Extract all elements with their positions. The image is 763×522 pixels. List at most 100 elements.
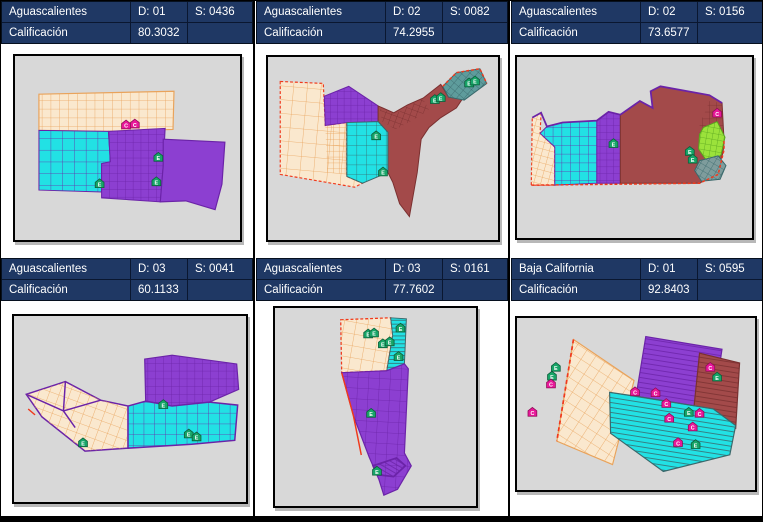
svg-text:E: E: [187, 433, 191, 439]
svg-text:E: E: [439, 96, 443, 102]
svg-text:E: E: [366, 333, 370, 339]
score-value: 77.7602: [386, 280, 442, 300]
svg-text:E: E: [81, 442, 85, 448]
score-label: Calificación: [2, 23, 130, 43]
svg-text:E: E: [433, 98, 437, 104]
score-value: 74.2955: [386, 23, 442, 43]
svg-text:C: C: [654, 391, 658, 397]
empty-cell: [698, 280, 762, 300]
panel-6: Baja California D: 01 S: 0595 Calificaci…: [511, 258, 763, 516]
svg-text:E: E: [374, 135, 378, 141]
svg-text:C: C: [691, 426, 695, 432]
score-label: Calificación: [257, 23, 385, 43]
panel-4: Aguascalientes D: 03 S: 0041 Calificació…: [1, 258, 253, 516]
bottom-border-bar: [0, 516, 763, 522]
svg-text:E: E: [195, 436, 199, 442]
svg-text:E: E: [155, 181, 159, 187]
region-name: Aguascalientes: [2, 2, 130, 22]
svg-text:E: E: [372, 332, 376, 338]
map-svg-1: C C E E E: [38, 90, 226, 211]
panel-5-header: Aguascalientes D: 03 S: 0161 Calificació…: [256, 258, 508, 301]
svg-text:E: E: [554, 366, 558, 372]
panel-2: Aguascalientes D: 02 S: 0082 Calificació…: [256, 1, 508, 259]
section-label: S: 0156: [698, 2, 762, 22]
svg-text:E: E: [715, 376, 719, 382]
svg-text:C: C: [698, 412, 702, 418]
svg-text:E: E: [612, 142, 616, 148]
svg-text:C: C: [530, 411, 534, 417]
empty-cell: [188, 280, 252, 300]
section-label: S: 0082: [443, 2, 507, 22]
section-label: S: 0595: [698, 259, 762, 279]
section-label: S: 0161: [443, 259, 507, 279]
svg-text:E: E: [161, 403, 165, 409]
panel-1-header: Aguascalientes D: 01 S: 0436 Calificació…: [1, 1, 253, 44]
region-name: Aguascalientes: [257, 2, 385, 22]
svg-text:C: C: [676, 441, 680, 447]
svg-text:E: E: [369, 412, 373, 418]
svg-text:C: C: [133, 123, 137, 129]
empty-cell: [443, 23, 507, 43]
svg-text:E: E: [157, 156, 161, 162]
section-label: S: 0041: [188, 259, 252, 279]
empty-cell: [443, 280, 507, 300]
svg-text:C: C: [708, 366, 712, 372]
svg-text:E: E: [687, 411, 691, 417]
svg-text:E: E: [550, 375, 554, 381]
svg-text:C: C: [664, 402, 668, 408]
panel-2-header: Aguascalientes D: 02 S: 0082 Calificació…: [256, 1, 508, 44]
panel-6-header: Baja California D: 01 S: 0595 Calificaci…: [511, 258, 763, 301]
district-label: D: 02: [386, 2, 442, 22]
map-svg-2: E EE EEE: [279, 67, 488, 218]
region-name: Baja California: [512, 259, 640, 279]
score-value: 80.3032: [131, 23, 187, 43]
district-label: D: 03: [386, 259, 442, 279]
map-svg-4: EEE E: [25, 354, 240, 452]
panel-divider-2: [508, 0, 510, 516]
svg-text:E: E: [399, 327, 403, 333]
region-name: Aguascalientes: [512, 2, 640, 22]
district-label: D: 01: [641, 259, 697, 279]
svg-text:E: E: [397, 355, 401, 361]
svg-text:E: E: [688, 150, 692, 156]
svg-text:E: E: [388, 341, 392, 347]
svg-text:C: C: [715, 112, 719, 118]
score-label: Calificación: [2, 280, 130, 300]
svg-text:C: C: [124, 124, 128, 130]
svg-text:E: E: [694, 443, 698, 449]
panel-3-header: Aguascalientes D: 02 S: 0156 Calificació…: [511, 1, 763, 44]
panel-4-header: Aguascalientes D: 03 S: 0041 Calificació…: [1, 258, 253, 301]
district-label: D: 03: [131, 259, 187, 279]
empty-cell: [698, 23, 762, 43]
panel-3: Aguascalientes D: 02 S: 0156 Calificació…: [511, 1, 763, 259]
svg-text:E: E: [375, 470, 379, 476]
region-name: Aguascalientes: [2, 259, 130, 279]
empty-cell: [188, 23, 252, 43]
svg-text:E: E: [473, 80, 477, 86]
district-label: D: 01: [131, 2, 187, 22]
svg-text:C: C: [667, 417, 671, 423]
score-label: Calificación: [257, 280, 385, 300]
svg-text:E: E: [381, 171, 385, 177]
svg-text:E: E: [98, 182, 102, 188]
section-label: S: 0436: [188, 2, 252, 22]
svg-text:E: E: [381, 343, 385, 349]
score-value: 92.8403: [641, 280, 697, 300]
svg-text:E: E: [691, 158, 695, 164]
svg-text:C: C: [633, 391, 637, 397]
svg-text:C: C: [549, 383, 553, 389]
panel-divider-1: [253, 0, 255, 516]
region-name: Aguascalientes: [257, 259, 385, 279]
